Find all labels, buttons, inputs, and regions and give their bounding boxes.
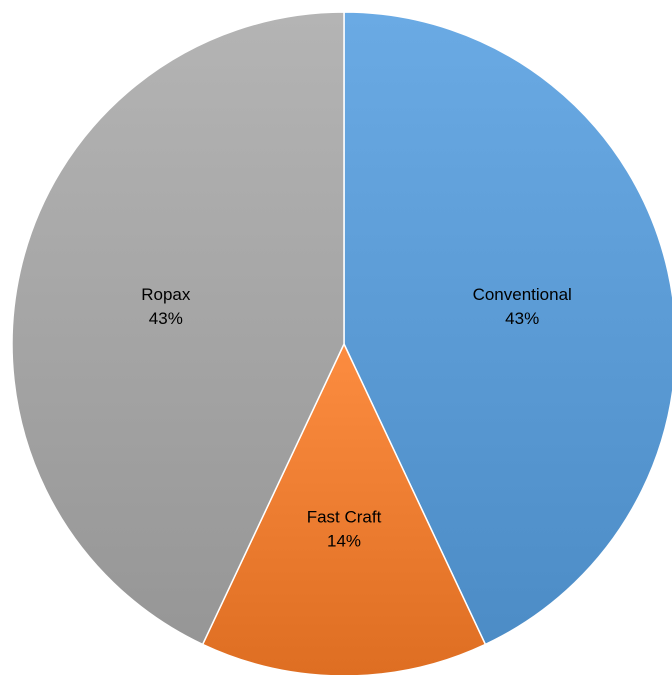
pie-labels: Conventional 43% Fast Craft 14% Ropax 43% — [141, 285, 572, 550]
slice-label-fast-craft: Fast Craft — [307, 508, 382, 527]
pie-slice-fast-craft — [201, 342, 487, 675]
pie-slice-conventional — [343, 11, 672, 646]
slice-label-ropax: Ropax — [141, 285, 191, 304]
slice-label-conventional: Conventional — [473, 285, 572, 304]
pie-slices — [11, 11, 672, 675]
slice-percent-ropax: 43% — [149, 309, 183, 328]
slice-percent-fast-craft: 14% — [327, 532, 361, 551]
slice-percent-conventional: 43% — [505, 309, 539, 328]
pie-slice-ropax — [11, 11, 345, 646]
